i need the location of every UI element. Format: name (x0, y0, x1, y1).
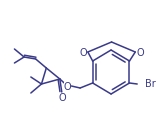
Text: O: O (79, 48, 87, 58)
Text: Br: Br (145, 79, 156, 89)
Text: O: O (64, 82, 71, 92)
Text: O: O (136, 48, 144, 58)
Text: O: O (59, 93, 67, 103)
